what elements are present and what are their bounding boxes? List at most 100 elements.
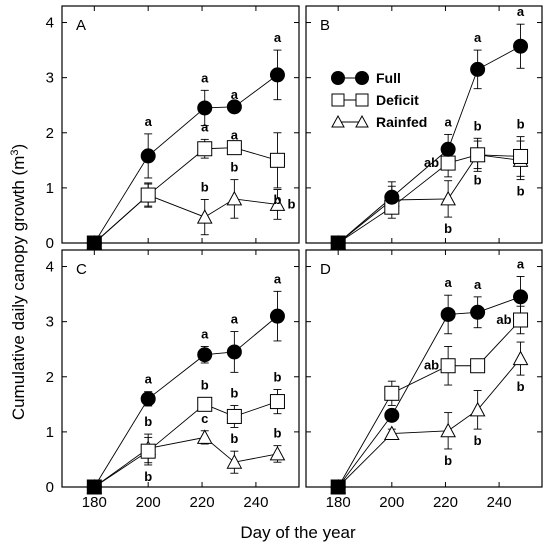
significance-letter: b: [273, 369, 281, 384]
y-tick-label: 0: [46, 479, 54, 496]
data-point-deficit: [440, 155, 456, 171]
significance-letter: b: [230, 385, 238, 400]
data-point-full: [440, 306, 456, 322]
legend-item-full: Full: [331, 70, 401, 86]
significance-letter: a: [231, 128, 239, 143]
data-point-deficit: [140, 187, 156, 203]
y-axis-title: Cumulative daily canopy growth (m3): [9, 144, 28, 420]
data-point-full: [197, 100, 213, 116]
significance-letter: b: [474, 433, 482, 448]
data-point-deficit: [384, 385, 400, 401]
significance-letter: b: [474, 173, 482, 188]
data-point-deficit: [269, 394, 285, 410]
data-point-full: [140, 391, 156, 407]
data-point-full: [86, 235, 102, 251]
data-point-full: [384, 407, 400, 423]
legend-label: Full: [376, 70, 401, 86]
data-point-full: [513, 289, 529, 305]
x-tick-label: 200: [379, 494, 404, 511]
legend: Full Deficit Rainfed: [331, 70, 427, 130]
significance-letter: b: [230, 431, 238, 446]
panel-label: D: [320, 261, 331, 278]
series-line-deficit: [94, 147, 278, 244]
x-tick-label: 220: [433, 494, 458, 511]
significance-letter: a: [445, 114, 453, 129]
significance-letter: b: [474, 118, 482, 133]
significance-letter: c: [201, 411, 208, 426]
data-point-full: [330, 479, 346, 495]
significance-letter: b: [444, 221, 452, 236]
x-tick-label: 240: [487, 494, 512, 511]
data-point-rainfed: [469, 401, 486, 417]
legend-item-rainfed: Rainfed: [331, 114, 427, 130]
x-axis-title: Day of the year: [240, 523, 356, 542]
significance-letter: a: [231, 87, 239, 102]
data-point-full: [197, 347, 213, 363]
panel-c: C 0 1 2 3 4 180 200 220 240 a a a a b b b b b c b b: [46, 249, 300, 511]
significance-letter: a: [231, 312, 239, 327]
panel-label: C: [76, 261, 87, 278]
y-tick-label: 4: [46, 259, 54, 276]
svg-text:Cumulative daily canopy growth: Cumulative daily canopy growth (m3): [9, 144, 28, 420]
legend-marker: [355, 71, 369, 85]
plot-frame: [61, 249, 300, 488]
significance-letter: a: [517, 256, 525, 271]
data-point-deficit: [470, 147, 486, 163]
significance-letter: a: [274, 271, 282, 286]
data-point-deficit: [226, 140, 242, 156]
series-line-full: [93, 74, 278, 244]
data-point-deficit: [226, 408, 242, 424]
data-point-full: [140, 148, 156, 164]
y-axis-title-close: ): [9, 144, 28, 150]
data-point-full: [470, 304, 486, 320]
data-point-full: [269, 67, 285, 83]
panel-label: A: [76, 17, 86, 34]
series-line-rainfed: [94, 436, 278, 488]
significance-letter: a: [474, 30, 482, 45]
data-point-full: [440, 141, 456, 157]
data-point-full: [86, 479, 102, 495]
significance-letter: ab: [424, 358, 439, 373]
significance-letter: a: [201, 119, 209, 134]
significance-letter: ab: [424, 155, 439, 170]
y-tick-label: 3: [46, 314, 54, 331]
data-point-deficit: [269, 152, 285, 168]
series-line-deficit: [94, 401, 278, 488]
legend-marker: [331, 114, 345, 128]
data-point-rainfed: [196, 209, 213, 224]
significance-letter: b: [230, 160, 238, 175]
legend-marker: [355, 114, 369, 128]
significance-letter: a: [274, 30, 282, 45]
x-tick-label: 200: [136, 494, 161, 511]
y-tick-label: 2: [46, 125, 54, 142]
plot-frame: [305, 249, 543, 488]
significance-letter: a: [474, 277, 482, 292]
data-point-deficit: [440, 358, 456, 374]
data-point-deficit: [197, 396, 213, 412]
significance-letter: b: [201, 179, 209, 194]
panel-d: D 180 200 220 240 a a a ab ab b b b: [305, 249, 543, 511]
plot-frame: [305, 5, 543, 244]
legend-label: Deficit: [376, 92, 419, 108]
data-point-full: [226, 99, 242, 115]
panel-b: Ba a a ab b b b b b: [305, 4, 543, 251]
significance-letter: b: [273, 426, 281, 441]
data-point-deficit: [513, 312, 529, 328]
legend-marker: [355, 93, 369, 107]
data-point-rainfed: [383, 425, 400, 441]
data-point-rainfed: [440, 190, 456, 206]
y-tick-label: 1: [46, 180, 54, 197]
series-line-full: [93, 315, 278, 488]
y-axis-title-superscript: 3: [9, 149, 21, 155]
legend-item-deficit: Deficit: [331, 92, 419, 108]
data-point-deficit: [470, 358, 486, 374]
significance-letter: b: [144, 469, 152, 484]
data-point-rainfed: [440, 422, 456, 438]
series-line-deficit: [337, 319, 521, 488]
significance-letter: a: [517, 4, 525, 19]
y-axis-title-text: Cumulative daily canopy growth (m: [9, 156, 28, 421]
y-tick-label: 4: [46, 15, 54, 32]
series-line-rainfed: [337, 358, 521, 488]
